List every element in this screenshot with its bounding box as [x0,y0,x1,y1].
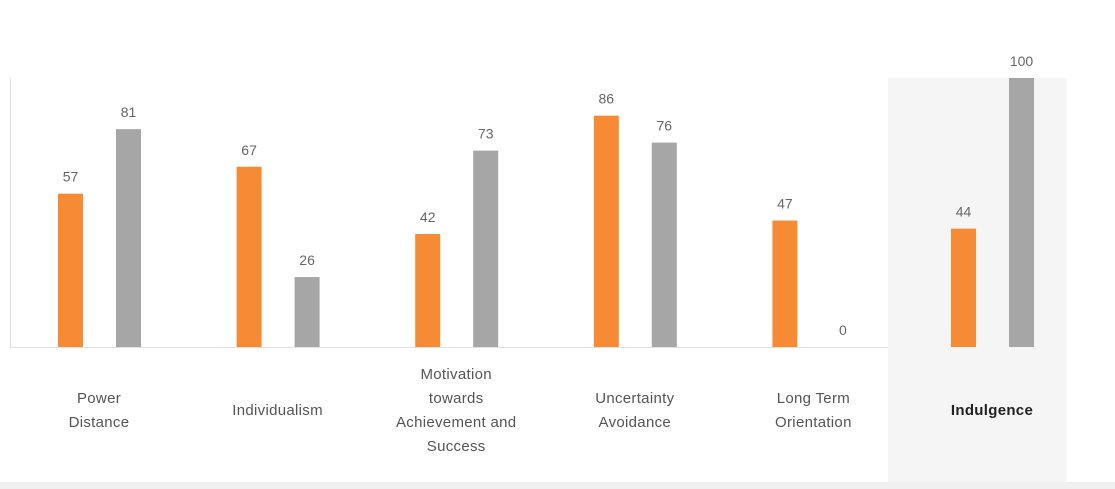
bar-country-a-power-distance [58,193,83,347]
x-tick-label-motivation-towards-achievement-and-success: Motivation towards Achievement and Success [392,363,520,459]
data-label-country-a-individualism: 67 [241,142,257,158]
x-tick-label-uncertainty-avoidance: Uncertainty Avoidance [571,387,699,435]
x-tick-label-line: Motivation [420,366,492,383]
data-label-country-a-motivation-towards-achievement-and-success: 42 [420,209,436,225]
bar-country-a-uncertainty-avoidance [593,115,619,347]
bar-country-b-power-distance [116,129,141,347]
data-label-country-b-indulgence: 100 [1010,53,1034,69]
data-label-country-b-uncertainty-avoidance: 76 [657,118,673,134]
x-tick-label-line: Success [426,438,486,455]
bar-country-b-individualism [294,277,320,347]
data-label-country-b-power-distance: 81 [121,104,137,120]
bar-country-a-indulgence [951,228,976,347]
x-tick-label-line: Indulgence [950,402,1034,419]
data-label-country-b-individualism: 26 [299,252,315,268]
x-tick-label-indulgence: Indulgence [928,399,1056,423]
x-tick-label-line: Distance [68,414,130,431]
x-tick-label-long-term-orientation: Long Term Orientation [749,387,877,435]
data-label-country-b-long-term-orientation: 0 [839,322,847,338]
data-label-country-b-motivation-towards-achievement-and-success: 73 [478,126,494,142]
x-tick-label-line: Achievement and [395,414,517,431]
x-tick-label-line: towards [428,390,484,407]
bar-country-b-indulgence [1009,78,1034,347]
x-tick-label-line: Orientation [775,414,852,431]
bottom-divider [0,482,1115,489]
x-tick-label-power-distance: Power Distance [35,387,163,435]
x-tick-label-line: Long Term [776,390,851,407]
bar-country-b-uncertainty-avoidance [651,142,677,347]
bar-country-a-long-term-orientation [772,220,798,347]
x-tick-label-line: Power [76,390,122,407]
x-tick-label-line: Avoidance [598,414,672,431]
data-label-country-a-power-distance: 57 [63,169,79,185]
data-label-country-a-long-term-orientation: 47 [777,196,793,212]
bar-country-b-motivation-towards-achievement-and-success [473,150,499,347]
bar-country-a-individualism [236,166,262,347]
x-tick-label-line: Individualism [232,402,323,419]
data-label-country-a-indulgence: 44 [956,204,972,220]
x-tick-label-line: Uncertainty [595,390,675,407]
data-label-country-a-uncertainty-avoidance: 86 [599,91,615,107]
x-tick-label-individualism: Individualism [214,399,342,423]
highlight-panel [888,78,1067,482]
bar-country-a-motivation-towards-achievement-and-success [415,234,441,347]
